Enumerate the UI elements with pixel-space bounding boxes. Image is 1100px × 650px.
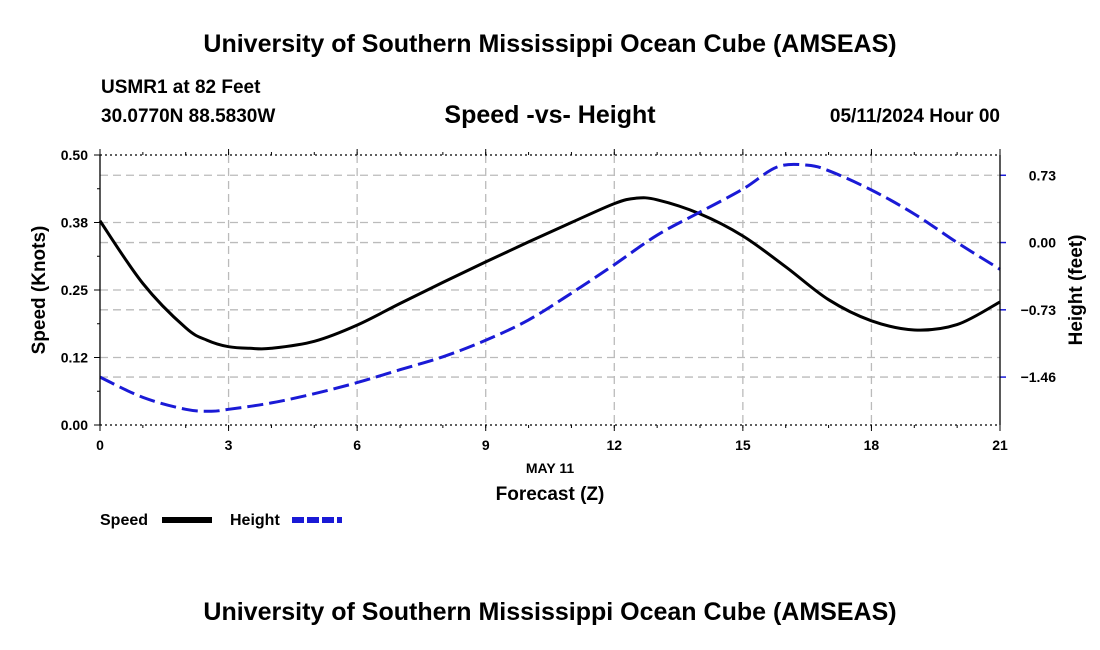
legend-height-label: Height [230, 512, 280, 529]
y2-axis-title: Height (feet) [1066, 235, 1087, 346]
y-tick-label: 0.50 [61, 147, 88, 163]
speed-series-line [98, 196, 1001, 351]
y2-tick-label: −1.46 [1021, 369, 1057, 385]
x-tick-label: 9 [482, 437, 490, 453]
y-tick-label: 0.00 [61, 417, 88, 433]
forecast-datetime: 05/11/2024 Hour 00 [829, 106, 1000, 127]
x-axis-title: Forecast (Z) [496, 484, 605, 505]
axes [94, 149, 1006, 431]
series-lines [98, 162, 1001, 413]
x-tick-label: 3 [225, 437, 233, 453]
y-axis-title: Speed (Knots) [29, 226, 50, 355]
y-tick-label: 0.12 [61, 350, 88, 366]
tick-labels: 0 3 6 9 12 15 18 21 0.00 0.12 0.25 0.38 0.50 0.73 0.00… [61, 147, 1056, 453]
x-tick-label: 15 [735, 437, 751, 453]
x-tick-label: 0 [96, 437, 104, 453]
chart-title: University of Southern Mississippi Ocean… [203, 30, 897, 58]
y2-tick-label: −0.73 [1021, 302, 1057, 318]
coordinates-label: 30.0770N 88.5830W [101, 106, 276, 127]
x-tick-label: 12 [606, 437, 622, 453]
height-series-line [99, 162, 1001, 413]
station-label: USMR1 at 82 Feet [101, 77, 261, 98]
y2-tick-label: 0.00 [1029, 235, 1056, 251]
y-tick-label: 0.25 [61, 282, 88, 298]
chart-subtitle: Speed -vs- Height [444, 101, 656, 129]
legend: Speed Height [100, 512, 342, 529]
legend-speed-label: Speed [100, 512, 148, 529]
footer-title: University of Southern Mississippi Ocean… [203, 598, 897, 626]
y2-tick-label: 0.73 [1029, 167, 1056, 183]
y-tick-label: 0.38 [61, 215, 88, 231]
x-tick-label: 21 [992, 437, 1008, 453]
grid-lines [100, 155, 1000, 425]
x-tick-label: 18 [864, 437, 880, 453]
x-tick-label: 6 [353, 437, 361, 453]
x-axis-date: MAY 11 [526, 460, 574, 476]
